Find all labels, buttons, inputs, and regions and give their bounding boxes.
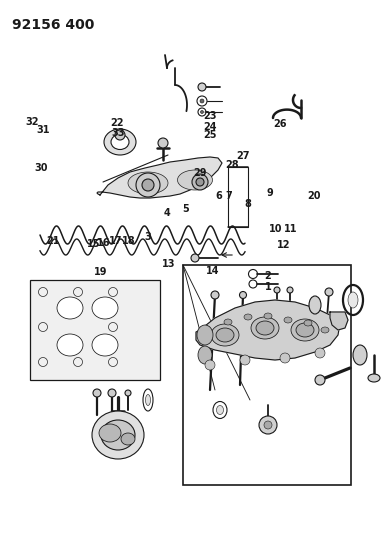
Circle shape: [158, 138, 168, 148]
Ellipse shape: [198, 346, 212, 364]
Ellipse shape: [104, 129, 136, 155]
Ellipse shape: [128, 172, 168, 194]
Circle shape: [115, 130, 125, 140]
Ellipse shape: [309, 296, 321, 314]
Ellipse shape: [284, 317, 292, 323]
Ellipse shape: [321, 327, 329, 333]
Circle shape: [200, 110, 203, 114]
Text: 19: 19: [93, 267, 107, 277]
Circle shape: [287, 287, 293, 293]
Text: 4: 4: [163, 208, 170, 218]
Text: 3: 3: [144, 232, 151, 242]
Text: 6: 6: [216, 191, 223, 201]
Text: 22: 22: [110, 118, 124, 127]
Text: 15: 15: [87, 239, 101, 249]
Circle shape: [315, 348, 325, 358]
Circle shape: [125, 390, 131, 396]
Text: 9: 9: [267, 188, 273, 198]
Text: 24: 24: [203, 122, 217, 132]
Circle shape: [108, 389, 116, 397]
Circle shape: [142, 179, 154, 191]
Bar: [228, 167, 248, 227]
Ellipse shape: [101, 420, 135, 450]
Text: 23: 23: [203, 111, 217, 121]
Text: 31: 31: [36, 125, 50, 134]
Text: 29: 29: [193, 168, 207, 178]
Text: 14: 14: [206, 266, 219, 276]
Ellipse shape: [353, 345, 367, 365]
Ellipse shape: [348, 292, 358, 308]
Circle shape: [136, 173, 160, 197]
Text: 27: 27: [236, 151, 250, 161]
Circle shape: [198, 83, 206, 91]
Circle shape: [240, 355, 250, 365]
Ellipse shape: [177, 170, 213, 190]
Polygon shape: [196, 300, 340, 360]
Text: 2: 2: [265, 271, 272, 281]
Ellipse shape: [224, 319, 232, 325]
Text: 8: 8: [245, 199, 252, 209]
Ellipse shape: [92, 334, 118, 356]
Circle shape: [192, 174, 208, 190]
Bar: [30, 280, 160, 380]
Text: 30: 30: [34, 163, 48, 173]
Circle shape: [280, 353, 290, 363]
Circle shape: [205, 360, 215, 370]
Text: 7: 7: [226, 191, 232, 201]
Text: 28: 28: [226, 160, 239, 170]
Circle shape: [93, 389, 101, 397]
Ellipse shape: [244, 314, 252, 320]
Circle shape: [264, 421, 272, 429]
Circle shape: [211, 291, 219, 299]
Ellipse shape: [304, 320, 312, 326]
Text: 17: 17: [109, 236, 123, 246]
Ellipse shape: [211, 324, 239, 346]
Text: 10: 10: [269, 224, 283, 234]
Text: 13: 13: [162, 259, 175, 269]
Ellipse shape: [256, 321, 274, 335]
Ellipse shape: [146, 394, 151, 406]
Polygon shape: [97, 157, 222, 198]
Circle shape: [325, 288, 333, 296]
Text: 32: 32: [25, 117, 39, 126]
Ellipse shape: [368, 374, 380, 382]
Text: 25: 25: [203, 130, 217, 140]
Circle shape: [200, 99, 204, 103]
Ellipse shape: [264, 313, 272, 319]
Ellipse shape: [121, 433, 135, 445]
Text: 33: 33: [111, 128, 125, 138]
Polygon shape: [330, 312, 348, 330]
Ellipse shape: [92, 297, 118, 319]
Ellipse shape: [92, 411, 144, 459]
Text: 1: 1: [265, 282, 272, 292]
Circle shape: [274, 287, 280, 293]
Ellipse shape: [291, 319, 319, 341]
Ellipse shape: [57, 334, 83, 356]
Ellipse shape: [99, 424, 121, 442]
Ellipse shape: [197, 325, 213, 345]
Text: 11: 11: [284, 224, 298, 234]
Text: 18: 18: [122, 237, 136, 246]
Text: 12: 12: [277, 240, 290, 250]
Circle shape: [239, 292, 247, 298]
Text: 20: 20: [307, 191, 321, 201]
Circle shape: [191, 254, 199, 262]
Ellipse shape: [111, 134, 129, 149]
Bar: [183, 265, 351, 485]
Circle shape: [259, 416, 277, 434]
Ellipse shape: [216, 406, 224, 415]
Text: 26: 26: [273, 119, 286, 128]
Ellipse shape: [296, 323, 314, 337]
Text: 5: 5: [182, 205, 189, 214]
Ellipse shape: [251, 317, 279, 339]
Ellipse shape: [57, 297, 83, 319]
Text: 92156 400: 92156 400: [12, 18, 94, 32]
Text: 16: 16: [97, 238, 111, 247]
Circle shape: [315, 375, 325, 385]
Circle shape: [196, 178, 204, 186]
Text: 21: 21: [46, 237, 60, 246]
Ellipse shape: [216, 328, 234, 342]
